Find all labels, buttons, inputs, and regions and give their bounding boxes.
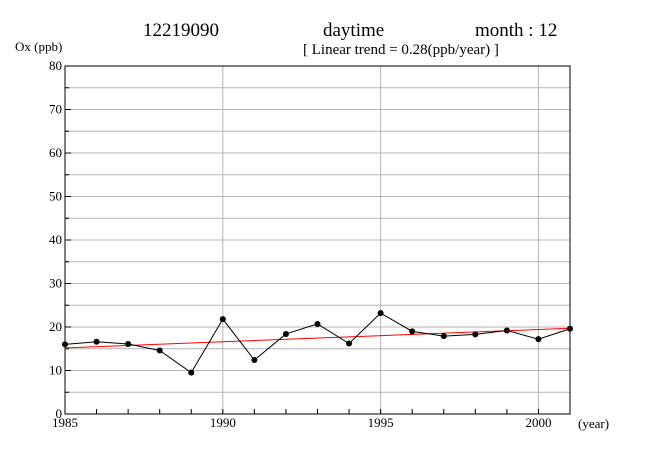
linear-trend-label: [ Linear trend = 0.28(ppb/year) ] [303, 42, 499, 58]
station-id: 12219090 [143, 20, 219, 41]
data-point [472, 331, 479, 338]
data-point [188, 369, 195, 376]
data-point [93, 338, 100, 345]
y-tick-label: 50 [49, 189, 62, 204]
y-tick-label: 70 [49, 102, 62, 117]
data-point [219, 316, 226, 323]
y-tick-label: 0 [56, 406, 63, 421]
data-point [314, 320, 321, 327]
data-point [251, 357, 258, 364]
data-point [62, 341, 68, 348]
y-tick-label: 80 [49, 58, 62, 73]
x-tick-label: 1995 [368, 415, 394, 430]
y-tick-label: 20 [49, 319, 62, 334]
x-tick-label: 1990 [210, 415, 236, 430]
data-point [409, 328, 416, 335]
y-tick-label: 30 [49, 276, 62, 291]
trend-line [64, 327, 571, 349]
data-point [377, 310, 384, 317]
data-point [282, 330, 289, 337]
data-point [440, 333, 447, 340]
data-point [535, 336, 542, 343]
y-axis-label: Ox (ppb) [15, 39, 63, 54]
x-axis-label: (year) [578, 416, 610, 431]
y-tick-label: 10 [49, 363, 62, 378]
y-tick-label: 40 [49, 232, 62, 247]
month-label: month : 12 [475, 20, 558, 41]
y-tick-label: 60 [49, 145, 62, 160]
data-point [346, 340, 353, 347]
data-point [156, 347, 163, 354]
x-tick-label: 2000 [525, 415, 551, 430]
data-point [503, 327, 510, 334]
data-point [125, 340, 132, 347]
period-label: daytime [323, 20, 385, 41]
x-tick-label: 1985 [52, 415, 78, 430]
data-point [567, 325, 573, 332]
